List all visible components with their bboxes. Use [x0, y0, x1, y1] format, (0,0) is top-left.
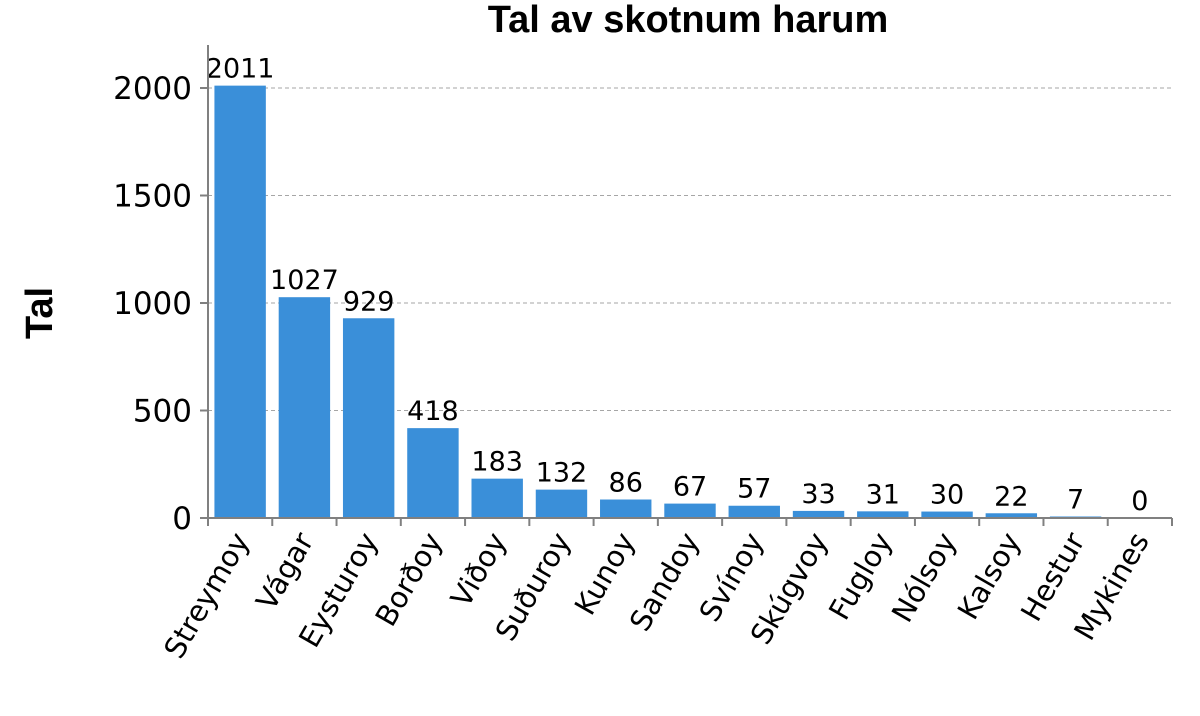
data-label: 57: [737, 474, 771, 505]
bars: [214, 85, 1102, 518]
data-label: 67: [673, 472, 707, 503]
bar: [792, 510, 845, 518]
data-label: 86: [609, 468, 643, 499]
y-tick-labels: 0 500 1000 1500 2000: [113, 71, 192, 537]
bar: [342, 318, 395, 518]
x-tick-label: Streymoy: [157, 527, 256, 665]
data-label: 132: [536, 458, 588, 489]
data-label: 7: [1067, 484, 1084, 515]
data-label: 0: [1131, 486, 1148, 517]
bar: [857, 511, 909, 518]
y-axis-label: Tal: [19, 287, 61, 339]
data-label: 30: [930, 480, 964, 511]
bar: [921, 511, 973, 518]
bar: [535, 489, 588, 518]
bar: [214, 85, 266, 518]
bar: [664, 503, 716, 518]
chart-title: Tal av skotnum harum: [488, 0, 889, 41]
data-label: 31: [866, 479, 900, 510]
bar: [471, 478, 523, 518]
x-tick-label: Nólsoy: [885, 527, 963, 628]
data-label: 22: [994, 481, 1028, 512]
data-label: 2011: [206, 54, 275, 85]
data-label: 183: [471, 447, 523, 478]
data-label: 929: [343, 286, 395, 317]
x-tick-label: Viðoy: [444, 527, 513, 613]
y-tick-label: 500: [133, 394, 192, 430]
bar: [985, 513, 1038, 518]
y-tick-label: 0: [172, 501, 192, 537]
y-tick-label: 2000: [113, 71, 192, 107]
data-label: 1027: [270, 265, 339, 296]
bar: [407, 428, 459, 518]
y-tick-label: 1500: [113, 179, 192, 215]
axes: [200, 45, 1173, 526]
data-label: 418: [407, 396, 459, 427]
data-label: 33: [801, 479, 835, 510]
bar: [600, 499, 652, 518]
y-tick-label: 1000: [113, 286, 192, 322]
bar: [728, 505, 780, 518]
x-tick-label: Vágar: [249, 526, 320, 615]
x-tick-labels: StreymoyVágarEysturoyBorðoyViðoySuðuroyK…: [157, 526, 1156, 664]
bar: [278, 297, 331, 518]
